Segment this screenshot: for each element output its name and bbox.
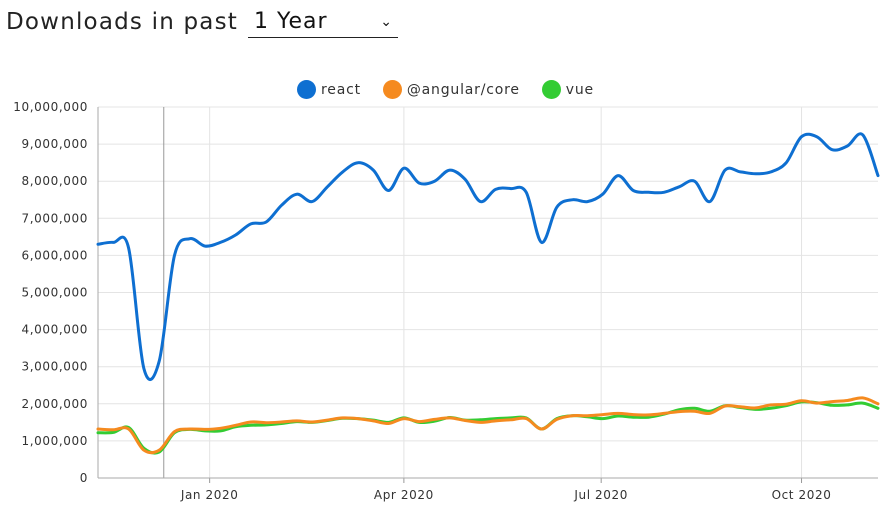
y-tick-label: 9,000,000: [22, 137, 88, 151]
chevron-down-icon: ⌄: [380, 13, 392, 30]
legend-dot-icon: [382, 80, 402, 99]
legend-dot-icon: [297, 80, 317, 99]
x-tick-label: Oct 2020: [772, 488, 832, 502]
header-title: Downloads in past: [6, 9, 238, 35]
y-tick-label: 2,000,000: [22, 397, 88, 411]
legend-label: @angular/core: [406, 81, 520, 98]
y-tick-label: 0: [80, 471, 88, 485]
legend-dot-icon: [541, 80, 561, 99]
legend-label: vue: [565, 81, 594, 98]
y-tick-label: 5,000,000: [22, 286, 88, 300]
y-tick-label: 3,000,000: [22, 360, 88, 374]
legend-item-angular-core[interactable]: @angular/core: [382, 80, 520, 99]
y-tick-label: 10,000,000: [13, 100, 88, 114]
legend-item-react[interactable]: react: [297, 80, 361, 99]
downloads-header: Downloads in past 1 Year ⌄: [6, 4, 398, 40]
chart-legend: react @angular/core vue: [0, 80, 891, 99]
period-select[interactable]: 1 Year ⌄: [248, 6, 398, 38]
x-tick-label: Jan 2020: [180, 488, 239, 502]
x-tick-label: Jul 2020: [573, 488, 628, 502]
legend-item-vue[interactable]: vue: [541, 80, 594, 99]
x-tick-label: Apr 2020: [374, 488, 434, 502]
y-tick-label: 1,000,000: [22, 434, 88, 448]
y-tick-label: 6,000,000: [22, 248, 88, 262]
period-select-value: 1 Year: [254, 9, 328, 34]
y-tick-label: 4,000,000: [22, 323, 88, 337]
y-tick-label: 8,000,000: [22, 174, 88, 188]
y-tick-label: 7,000,000: [22, 211, 88, 225]
series-line-angular-core: [96, 396, 880, 455]
series-line-react: [96, 132, 880, 381]
legend-label: react: [321, 81, 361, 98]
